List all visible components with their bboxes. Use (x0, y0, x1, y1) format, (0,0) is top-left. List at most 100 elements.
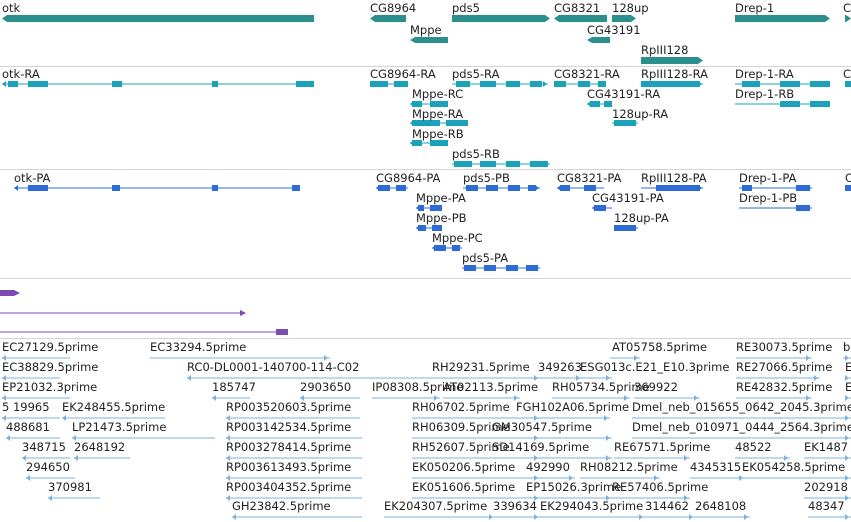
est-lp21473-5prime-arrow[interactable] (72, 435, 76, 441)
transcript-rpiii128-ra-exon[interactable] (641, 81, 700, 87)
est-ec33294-5prime-arrow[interactable] (324, 355, 328, 361)
transcript-rpiii128-ra-arrow[interactable] (698, 81, 702, 87)
transcript-c[interactable] (845, 81, 851, 87)
protein-otk-pa-arrow[interactable] (14, 185, 18, 191)
est-rp003404352-5prime-arrow[interactable] (226, 495, 230, 501)
protein-mppe-pa-arrow[interactable] (416, 205, 420, 211)
protein-cg8321-pa-exon[interactable] (560, 185, 570, 191)
est-185747-arrow[interactable] (212, 395, 216, 401)
protein-mppe-pa-exon[interactable] (430, 205, 442, 211)
gene-cg8321[interactable] (554, 15, 607, 22)
transcript-128up-ra-exon[interactable] (614, 120, 636, 126)
protein-pds5-pb-exon[interactable] (486, 185, 498, 191)
est-rp003142534-5prime-arrow[interactable] (226, 435, 230, 441)
transcript-otk-ra-exon[interactable] (296, 81, 314, 87)
transcript-otk-ra-exon[interactable] (8, 81, 18, 87)
protein-drep1-pb-arrow[interactable] (807, 205, 811, 211)
gene-otk[interactable] (2, 15, 314, 22)
transcript-pds5-ra-arrow[interactable] (543, 81, 547, 87)
est-4345315-arrow[interactable] (739, 475, 743, 481)
est-202918-arrow[interactable] (845, 495, 849, 501)
est-488681-arrow[interactable] (6, 435, 10, 441)
est-rp003278414-5prime-arrow[interactable] (226, 455, 230, 461)
est-ek054258-5prime-arrow[interactable] (845, 475, 849, 481)
protein-pds5-pb-exon[interactable] (528, 185, 536, 191)
transcript-otk-ra-exon[interactable] (212, 81, 218, 87)
est-re27066-5prime-arrow[interactable] (814, 375, 818, 381)
est-ek1487-arrow[interactable] (845, 455, 849, 461)
est-339634-arrow[interactable] (534, 514, 538, 520)
est-fgh102a06-5prime-arrow[interactable] (604, 415, 608, 421)
protein-pds5-pa-arrow[interactable] (535, 265, 539, 271)
protein-mppe-pb-arrow[interactable] (416, 225, 420, 231)
ncrna-feature[interactable] (276, 329, 288, 335)
transcript-128up-ra-arrow[interactable] (633, 120, 637, 126)
protein-pds5-pa-exon[interactable] (464, 265, 476, 271)
est-ep15026-3prime-arrow[interactable] (606, 495, 610, 501)
protein-cg8964-pa-exon[interactable] (378, 185, 390, 191)
est-rp003520603-5prime-arrow[interactable] (226, 415, 230, 421)
est-gm30547-5prime-arrow[interactable] (606, 435, 610, 441)
transcript-drep1-ra-arrow[interactable] (825, 81, 829, 87)
est-rh08212-5prime-arrow[interactable] (654, 475, 658, 481)
transcript-mppe-ra-exon[interactable] (446, 120, 468, 126)
est-at05758-5prime-arrow[interactable] (634, 355, 638, 361)
transcript-mppe-rc-arrow[interactable] (410, 101, 414, 107)
transcript-mppe-ra-exon[interactable] (412, 120, 440, 126)
protein-otk-pa-exon[interactable] (112, 185, 120, 191)
protein-drep1-pa-arrow[interactable] (807, 185, 811, 191)
est-rc0-dl0001-140700-114-c02-arrow[interactable] (187, 375, 191, 381)
transcript-pds5-ra-exon[interactable] (506, 81, 520, 87)
protein-pds5-pb-exon[interactable] (508, 185, 520, 191)
protein-mppe-pb-exon[interactable] (432, 225, 442, 231)
transcript-pds5-rb-exon[interactable] (480, 161, 496, 167)
transcript-otk-ra-arrow[interactable] (2, 81, 6, 87)
est-b-arrow[interactable] (845, 355, 849, 361)
protein-mppe-pc-exon[interactable] (434, 245, 446, 251)
est-314462-arrow[interactable] (689, 514, 693, 520)
protein-cg8964-pa-arrow[interactable] (376, 185, 380, 191)
transcript-drep1-ra-exon[interactable] (742, 81, 760, 87)
est-294650-arrow[interactable] (26, 475, 30, 481)
est-re57406-5prime-arrow[interactable] (684, 495, 688, 501)
protein-drep1-pa-exon[interactable] (796, 185, 810, 191)
est-rp003613493-5prime-arrow[interactable] (226, 475, 230, 481)
ncrna-arrow[interactable] (240, 310, 246, 316)
protein-mppe-pc-exon[interactable] (452, 245, 460, 251)
est-48522-arrow[interactable] (784, 455, 788, 461)
protein-128up-pa-arrow[interactable] (633, 225, 637, 231)
protein-rpiii128-pa-arrow[interactable] (698, 185, 702, 191)
transcript-pds5-ra-exon[interactable] (456, 81, 470, 87)
transcript-drep1-rb-exon[interactable] (810, 101, 830, 107)
est-ek294043-5prime-arrow[interactable] (639, 514, 643, 520)
est-at02113-5prime-arrow[interactable] (514, 395, 518, 401)
est-ep21032-3prime-arrow[interactable] (2, 395, 6, 401)
transcript-pds5-ra-exon[interactable] (480, 81, 496, 87)
transcript-pds5-rb-exon[interactable] (506, 161, 520, 167)
protein-mppe-pc-arrow[interactable] (432, 245, 436, 251)
protein-cg43191-pa-exon[interactable] (594, 205, 606, 211)
transcript-cg43191-ra-arrow[interactable] (587, 101, 591, 107)
protein-pds5-pa-exon[interactable] (526, 265, 538, 271)
protein-pds5-pb-exon[interactable] (466, 185, 478, 191)
transcript-mppe-rb-exon[interactable] (412, 140, 422, 146)
protein-mppe-pb-exon[interactable] (418, 225, 426, 231)
transcript-cg43191-ra-exon[interactable] (590, 101, 600, 107)
est-re42832-5prime-arrow[interactable] (806, 395, 810, 401)
est-rh05734-5prime-arrow[interactable] (624, 395, 628, 401)
protein-otk-pa-exon[interactable] (28, 185, 48, 191)
protein-pds5-pa-exon[interactable] (506, 265, 518, 271)
gene-cg43191[interactable] (587, 37, 610, 43)
est-369922-arrow[interactable] (694, 395, 698, 401)
est-e-arrow[interactable] (845, 375, 849, 381)
est-re67571-5prime-arrow[interactable] (684, 455, 688, 461)
protein-128up-pa-exon[interactable] (614, 225, 636, 231)
est-dmel-neb-010971-0444-2564-3prime-arrow[interactable] (845, 435, 849, 441)
transcript-cg8964-ra-exon[interactable] (370, 81, 388, 87)
est-2903650-arrow[interactable] (300, 395, 304, 401)
est-ec27129-5prime-arrow[interactable] (2, 355, 6, 361)
transcript-mppe-rc-exon[interactable] (412, 101, 422, 107)
est-sd14169-5prime-arrow[interactable] (606, 455, 610, 461)
transcript-cg8321-ra-exon[interactable] (598, 81, 606, 87)
transcript-drep1-ra-exon[interactable] (810, 81, 830, 87)
